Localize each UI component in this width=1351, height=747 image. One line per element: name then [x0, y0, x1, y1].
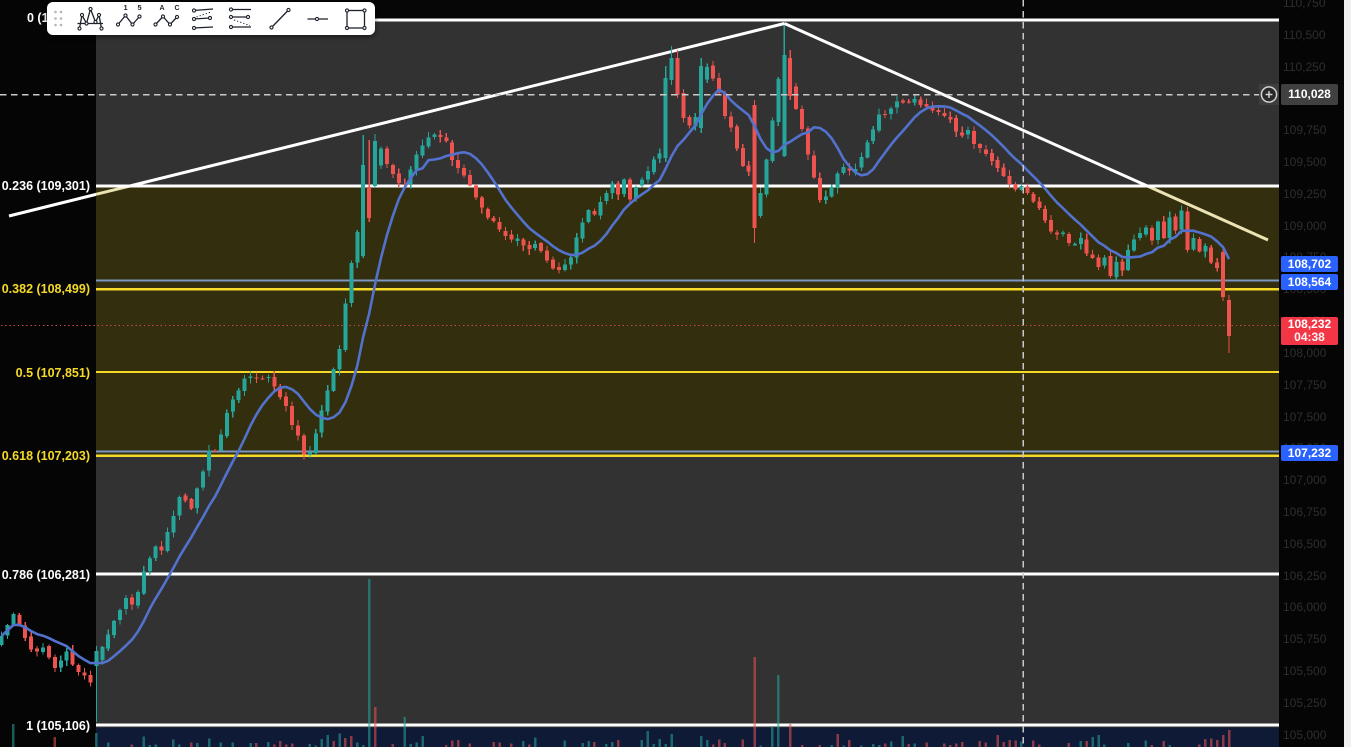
svg-text:1: 1 [124, 3, 128, 12]
svg-text:A: A [160, 5, 165, 12]
svg-text:5: 5 [138, 3, 142, 12]
svg-text:C: C [175, 5, 180, 12]
